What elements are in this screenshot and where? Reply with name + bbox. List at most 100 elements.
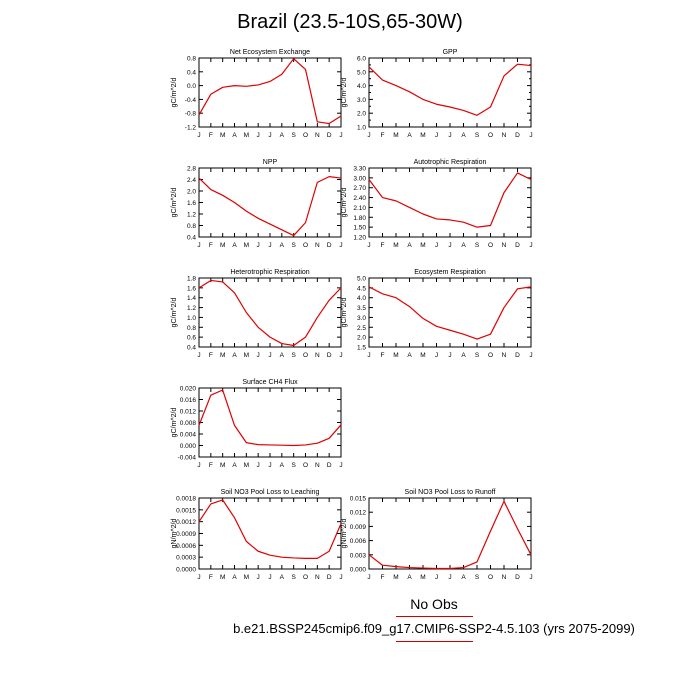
x-tick-label: J bbox=[268, 462, 271, 469]
plot-frame bbox=[198, 167, 342, 238]
y-tick-label: 1.6 bbox=[187, 200, 196, 207]
panel-title: Soil NO3 Pool Loss to Leaching bbox=[221, 489, 320, 496]
y-tick-label: 1.5 bbox=[357, 345, 366, 352]
y-tick-label: 0.4 bbox=[187, 345, 196, 352]
y-axis-label: gC/m^2/d bbox=[341, 188, 348, 218]
panel-title: Ecosystem Respiration bbox=[414, 269, 486, 276]
x-tick-label: J bbox=[367, 352, 370, 359]
x-tick-label: A bbox=[232, 352, 237, 359]
panel-title: Surface CH4 Flux bbox=[242, 379, 298, 386]
series-line bbox=[368, 63, 532, 116]
y-tick-label: 0.8 bbox=[187, 325, 196, 332]
x-tick-label: A bbox=[407, 132, 412, 139]
y-tick-label: 0.6 bbox=[187, 335, 196, 342]
x-tick-label: D bbox=[327, 132, 332, 139]
y-tick-label: 0.8 bbox=[187, 56, 196, 63]
case-underline bbox=[396, 641, 473, 642]
y-tick-label: 0.0009 bbox=[176, 531, 196, 538]
series-line bbox=[198, 176, 342, 237]
y-tick-label: 2.70 bbox=[353, 185, 366, 192]
x-tick-label: F bbox=[209, 352, 213, 359]
y-tick-label: 1.50 bbox=[353, 225, 366, 232]
x-tick-label: O bbox=[488, 242, 493, 249]
x-tick-label: N bbox=[315, 574, 320, 581]
x-tick-label: J bbox=[197, 462, 200, 469]
case-label: b.e21.BSSP245cmip6.f09_g17.CMIP6-SSP2-4.… bbox=[233, 621, 635, 636]
x-tick-label: A bbox=[232, 242, 237, 249]
x-tick-label: J bbox=[529, 132, 532, 139]
x-tick-label: A bbox=[461, 574, 466, 581]
y-tick-label: 1.20 bbox=[353, 235, 366, 242]
y-tick-label: 2.0 bbox=[357, 335, 366, 342]
chart-panel-4: Autotrophic Respiration gC/m^2/d 3.30 3.00 2… bbox=[341, 159, 533, 249]
x-tick-label: A bbox=[232, 574, 237, 581]
chart-panel-5: Heterotrophic Respiration gC/m^2/d 1.8 1.6 1… bbox=[171, 269, 343, 359]
panel-title: GPP bbox=[443, 49, 458, 56]
x-tick-label: M bbox=[220, 132, 225, 139]
x-tick-label: A bbox=[232, 132, 237, 139]
x-tick-label: J bbox=[257, 574, 260, 581]
x-tick-label: A bbox=[280, 242, 285, 249]
x-tick-label: J bbox=[257, 242, 260, 249]
x-tick-label: J bbox=[367, 574, 370, 581]
x-tick-label: M bbox=[220, 574, 225, 581]
x-tick-label: N bbox=[315, 242, 320, 249]
obs-label: No Obs bbox=[410, 596, 458, 612]
panel-title: NPP bbox=[263, 159, 278, 166]
x-tick-label: N bbox=[502, 574, 507, 581]
x-tick-label: S bbox=[291, 242, 296, 249]
y-axis-label: gC/m^2/d bbox=[171, 298, 178, 328]
y-tick-label: 0.0 bbox=[187, 83, 196, 90]
x-tick-label: J bbox=[339, 574, 342, 581]
y-axis-label: gC/m^2/d bbox=[341, 78, 348, 108]
x-tick-label: J bbox=[339, 242, 342, 249]
x-tick-label: D bbox=[327, 352, 332, 359]
y-tick-label: 0.012 bbox=[350, 510, 367, 517]
series-line bbox=[198, 389, 342, 447]
y-tick-label: 4.0 bbox=[357, 83, 366, 90]
chart-panel-7: Surface CH4 Flux gC/m^2/d 0.020 0.016 0.012 0… bbox=[171, 379, 343, 469]
y-tick-label: 0.009 bbox=[350, 524, 367, 531]
y-tick-label: 3.00 bbox=[353, 175, 366, 182]
x-tick-label: M bbox=[393, 132, 398, 139]
y-tick-label: 1.0 bbox=[357, 125, 366, 132]
y-tick-label: 0.000 bbox=[180, 443, 197, 450]
x-tick-label: J bbox=[268, 574, 271, 581]
y-tick-label: 2.10 bbox=[353, 205, 366, 212]
y-tick-label: 2.5 bbox=[357, 325, 366, 332]
y-tick-label: 0.8 bbox=[187, 223, 196, 230]
y-tick-label: 3.0 bbox=[357, 315, 366, 322]
x-tick-label: J bbox=[448, 242, 451, 249]
x-tick-label: S bbox=[291, 132, 296, 139]
x-tick-label: M bbox=[220, 462, 225, 469]
y-tick-label: 0.0015 bbox=[176, 507, 196, 514]
x-tick-label: M bbox=[244, 574, 249, 581]
x-tick-label: D bbox=[515, 242, 520, 249]
x-tick-label: M bbox=[220, 352, 225, 359]
x-tick-label: J bbox=[529, 352, 532, 359]
x-tick-label: F bbox=[381, 132, 385, 139]
x-tick-label: D bbox=[515, 132, 520, 139]
x-tick-label: M bbox=[244, 462, 249, 469]
y-tick-label: 1.6 bbox=[187, 285, 196, 292]
x-tick-label: M bbox=[244, 352, 249, 359]
series-line bbox=[368, 500, 532, 570]
plot-frame bbox=[368, 497, 532, 570]
x-tick-label: J bbox=[367, 242, 370, 249]
y-tick-label: 1.2 bbox=[187, 212, 196, 219]
series-line bbox=[368, 172, 532, 228]
y-tick-label: 0.020 bbox=[180, 386, 197, 393]
panel-title: Autotrophic Respiration bbox=[414, 159, 487, 166]
x-tick-label: S bbox=[475, 574, 480, 581]
y-tick-label: 0.0003 bbox=[176, 555, 196, 562]
x-tick-label: O bbox=[488, 352, 493, 359]
y-tick-label: 4.5 bbox=[357, 285, 366, 292]
x-tick-label: J bbox=[257, 462, 260, 469]
page-title: Brazil (23.5-10S,65-30W) bbox=[237, 11, 463, 33]
plot-frame bbox=[368, 57, 532, 128]
x-tick-label: J bbox=[257, 352, 260, 359]
y-axis-label: gC/m^2/d bbox=[171, 408, 178, 438]
y-tick-label: 2.40 bbox=[353, 195, 366, 202]
panel-title: Heterotrophic Respiration bbox=[230, 269, 309, 276]
